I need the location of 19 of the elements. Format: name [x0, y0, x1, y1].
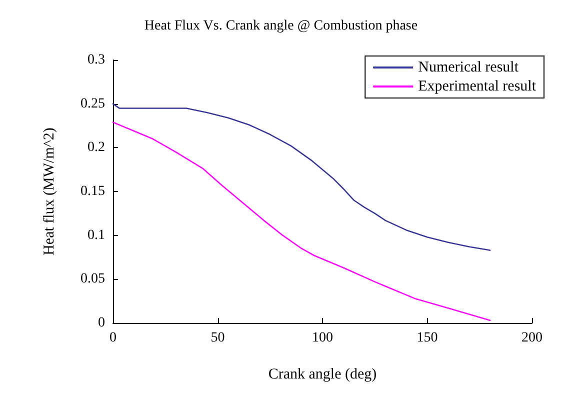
x-tick-label: 100: [312, 330, 333, 346]
y-tick-label: 0: [98, 316, 105, 330]
y-tick-label: 0.1: [88, 228, 105, 243]
x-axis-title: Crank angle (deg): [268, 366, 377, 382]
line-series: [112, 122, 491, 322]
y-tick-label: 0.05: [80, 272, 105, 287]
legend-label: Numerical result: [418, 60, 520, 76]
y-tick-label: 0.3: [88, 52, 105, 68]
y-tick-label: 0.2: [88, 140, 105, 156]
line-series: [112, 103, 491, 251]
x-tick-label: 150: [416, 330, 438, 346]
chart-title: Heat Flux Vs. Crank angle @ Combustion phase: [144, 18, 418, 34]
legend-label: Experimental result: [418, 78, 537, 94]
x-tick-label: 50: [210, 330, 225, 346]
x-tick-label: 0: [110, 330, 116, 346]
y-tick-label: 0.25: [80, 96, 105, 112]
y-axis-title: Heat flux (MW/m^2): [42, 128, 58, 256]
y-tick-label: 0.15: [80, 184, 105, 199]
x-tick-label: 200: [522, 330, 542, 346]
